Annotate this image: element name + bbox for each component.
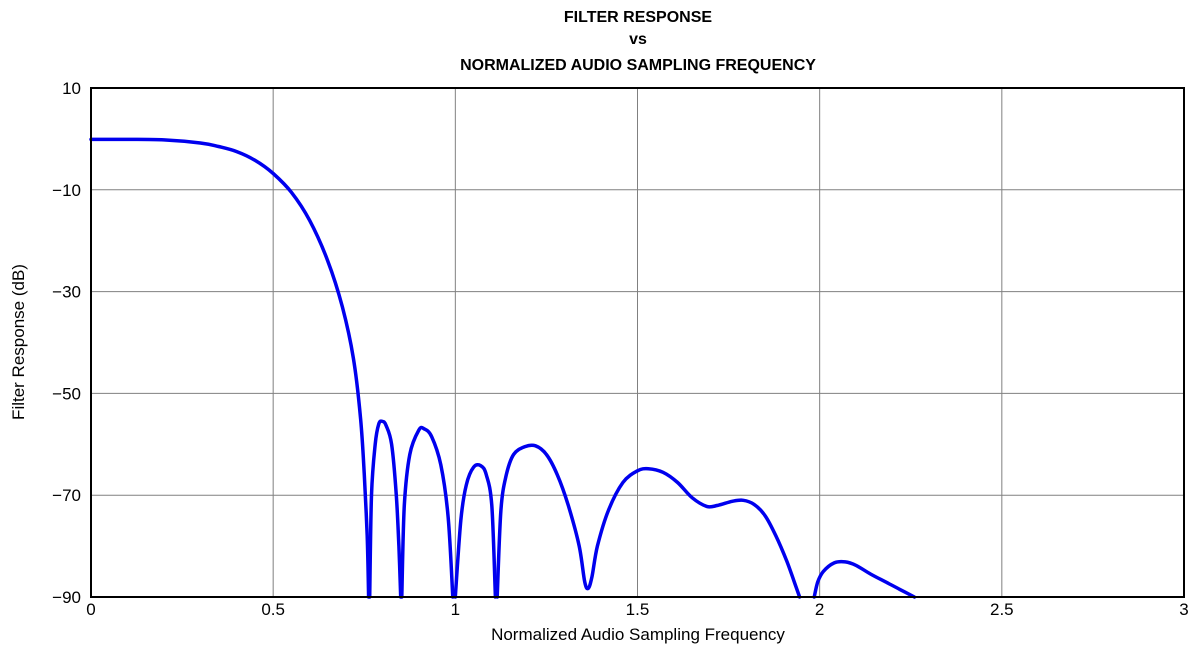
series-line-segment-0-1: [367, 419, 403, 599]
x-tick-label-6: 3: [1179, 600, 1188, 619]
x-tick-label-2: 1: [451, 600, 460, 619]
y-tick-label-0: 10: [62, 79, 81, 98]
series-line-segment-0-5: [812, 559, 917, 599]
y-tick-label-2: −30: [52, 283, 81, 302]
x-tick-label-5: 2.5: [990, 600, 1014, 619]
series-line-segment-0-2: [400, 425, 455, 599]
chart-title-line-3: NORMALIZED AUDIO SAMPLING FREQUENCY: [460, 57, 816, 74]
x-tick-label-0: 0: [86, 600, 95, 619]
y-axis-ticks: 10 −10 −30 −50 −70 −90: [52, 79, 81, 607]
chart-title-line-2: vs: [629, 31, 647, 48]
plot-frame: [90, 87, 1185, 598]
grid-lines: [91, 88, 1184, 597]
chart-title-line-1: FILTER RESPONSE: [564, 9, 712, 26]
x-tick-label-4: 2: [815, 600, 824, 619]
series-line-segment-0-0: [89, 137, 371, 599]
x-tick-label-1: 0.5: [261, 600, 285, 619]
series-layer: [89, 137, 917, 599]
x-tick-label-3: 1.5: [626, 600, 650, 619]
x-axis-label: Normalized Audio Sampling Frequency: [491, 625, 785, 644]
y-tick-label-3: −50: [52, 384, 81, 403]
x-axis-ticks: 0 0.5 1 1.5 2 2.5 3: [86, 600, 1188, 619]
y-tick-label-1: −10: [52, 181, 81, 200]
y-tick-label-5: −90: [52, 588, 81, 607]
series-line-segment-0-4: [495, 443, 802, 599]
y-axis-label: Filter Response (dB): [9, 264, 28, 420]
series-line-segment-0-3: [453, 463, 498, 599]
y-tick-label-4: −70: [52, 486, 81, 505]
